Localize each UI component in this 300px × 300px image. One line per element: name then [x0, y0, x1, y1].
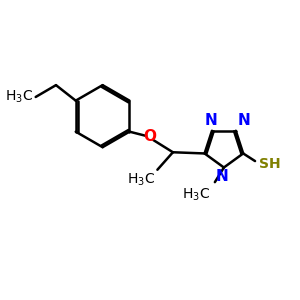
- Text: H$_3$C: H$_3$C: [5, 89, 33, 105]
- Text: N: N: [238, 113, 251, 128]
- Text: H$_3$C: H$_3$C: [127, 171, 155, 188]
- Text: H$_3$C: H$_3$C: [182, 187, 210, 203]
- Text: O: O: [143, 129, 156, 144]
- Text: N: N: [204, 113, 217, 128]
- Text: SH: SH: [259, 158, 280, 172]
- Text: N: N: [216, 169, 229, 184]
